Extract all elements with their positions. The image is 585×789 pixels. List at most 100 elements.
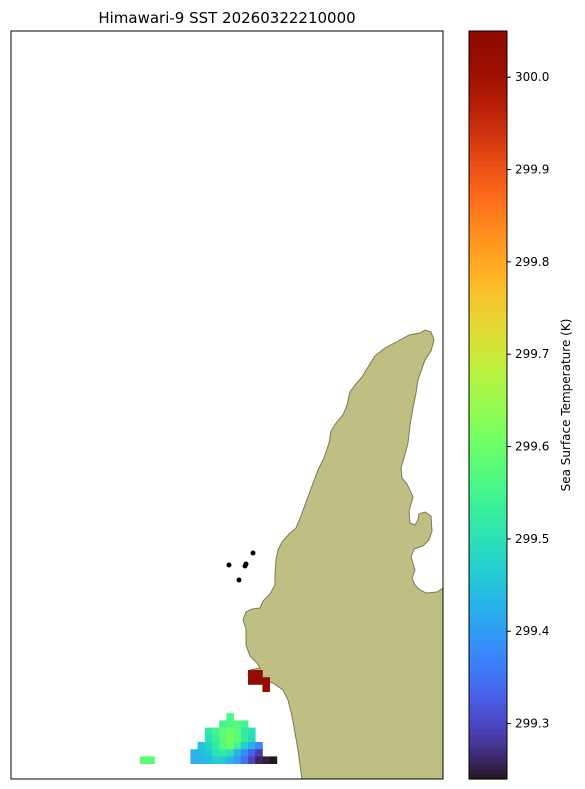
sst-cell (197, 749, 206, 757)
colorbar-band (469, 175, 507, 182)
sst-cell (212, 727, 220, 736)
sst-cell (240, 720, 249, 728)
sst-cell (219, 756, 227, 764)
point-marker (250, 550, 256, 556)
sst-cell (248, 727, 256, 736)
colorbar-band (469, 115, 507, 122)
sst-cell (226, 749, 234, 757)
colorbar-band (469, 365, 507, 371)
colorbar-band (469, 774, 507, 780)
colorbar-band (469, 270, 507, 276)
sst-cell (226, 734, 234, 743)
colorbar-band (469, 419, 507, 426)
sst-cell (255, 670, 263, 678)
colorbar-band (469, 614, 507, 621)
colorbar-band (469, 190, 507, 197)
colorbar-band (469, 459, 507, 466)
sst-cell (255, 677, 263, 685)
colorbar-band (469, 449, 507, 456)
colorbar-band (469, 31, 507, 37)
colorbar-band (469, 654, 507, 660)
colorbar-band (469, 405, 507, 411)
sst-cell (226, 727, 234, 736)
colorbar-band (469, 669, 507, 675)
colorbar-band (469, 250, 507, 256)
colorbar-band (469, 499, 507, 506)
colorbar-band (469, 220, 507, 227)
colorbar-band (469, 764, 507, 770)
colorbar-band (469, 679, 507, 685)
colorbar-band (469, 704, 507, 710)
colorbar-band (469, 350, 507, 356)
colorbar-band (469, 719, 507, 725)
colorbar-band (469, 509, 507, 516)
colorbar-band (469, 305, 507, 311)
colorbar-band (469, 744, 507, 750)
sst-cell (248, 677, 256, 685)
colorbar-band (469, 434, 507, 441)
colorbar-band (469, 469, 507, 476)
colorbar-band (469, 709, 507, 715)
point-marker (236, 577, 242, 583)
colorbar-band (469, 130, 507, 137)
colorbar-band (469, 574, 507, 581)
sst-cell (226, 742, 234, 750)
colorbar-band (469, 295, 507, 301)
colorbar-band (469, 699, 507, 705)
sst-cell (240, 727, 249, 736)
sst-cell (233, 756, 242, 764)
colorbar-band (469, 479, 507, 486)
sst-cell (226, 720, 234, 728)
sst-cell (248, 734, 256, 743)
sst-cell (226, 756, 234, 764)
colorbar-tick-label: 300.0 (515, 70, 549, 84)
colorbar-band (469, 599, 507, 606)
sst-cell (262, 677, 270, 685)
colorbar-band (469, 534, 507, 541)
colorbar-band (469, 385, 507, 391)
sst-cell (248, 749, 256, 757)
colorbar-band (469, 315, 507, 321)
colorbar-band (469, 265, 507, 271)
colorbar-band (469, 639, 507, 645)
colorbar-band (469, 659, 507, 665)
colorbar-band (469, 275, 507, 281)
colorbar-band (469, 170, 507, 177)
sst-cell (212, 756, 220, 764)
colorbar-tick-label: 299.4 (515, 624, 549, 638)
colorbar-band (469, 464, 507, 471)
colorbar-band (469, 594, 507, 601)
colorbar-band (469, 484, 507, 491)
colorbar-band (469, 694, 507, 700)
colorbar-band (469, 360, 507, 366)
colorbar-tick-label: 299.5 (515, 532, 549, 546)
sst-cell (204, 727, 213, 736)
colorbar-band (469, 370, 507, 376)
colorbar-band (469, 195, 507, 202)
colorbar-band (469, 215, 507, 222)
colorbar-band (469, 414, 507, 421)
colorbar-band (469, 210, 507, 217)
colorbar-band (469, 155, 507, 162)
colorbar-band (469, 290, 507, 296)
colorbar-band (469, 255, 507, 261)
colorbar-band (469, 624, 507, 630)
colorbar-band (469, 689, 507, 695)
colorbar-band (469, 644, 507, 650)
colorbar-band (469, 245, 507, 252)
colorbar-band (469, 125, 507, 132)
sst-cell (197, 742, 206, 750)
colorbar-tick-label: 299.7 (515, 347, 549, 361)
sst-cell (204, 742, 213, 750)
sst-cell (204, 756, 213, 764)
colorbar-band (469, 664, 507, 670)
colorbar-band (469, 80, 507, 87)
sst-cell (140, 756, 148, 764)
colorbar-band (469, 749, 507, 755)
colorbar-band (469, 50, 507, 57)
sst-cell (147, 756, 155, 764)
colorbar-band (469, 564, 507, 571)
colorbar-band (469, 205, 507, 212)
colorbar-band (469, 474, 507, 481)
